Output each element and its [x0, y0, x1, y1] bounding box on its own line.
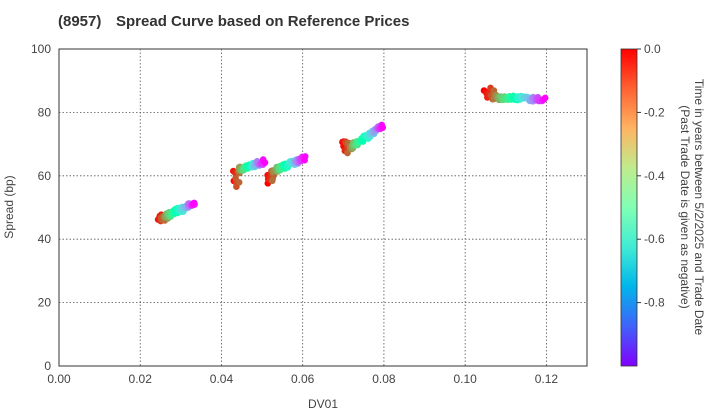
data-point	[541, 94, 549, 102]
y-tick-label: 40	[38, 232, 52, 246]
y-tick-label: 20	[38, 296, 52, 310]
y-tick-label: 100	[31, 42, 51, 56]
plot-area: 0.00 0.02 0.04 0.06 0.08 0.10 0.12 0 20 40 60 80 10…	[31, 42, 588, 386]
colorbar-tick-label: -0.4	[644, 169, 665, 183]
colorbar-tick-label: -0.8	[644, 296, 665, 310]
colorbar-tick-label: -0.6	[644, 232, 665, 246]
x-axis-ticks: 0.00 0.02 0.04 0.06 0.08 0.10 0.12	[47, 372, 558, 386]
data-point	[269, 177, 276, 185]
data-point	[379, 124, 387, 131]
data-point	[301, 156, 308, 164]
x-tick-label: 0.10	[453, 372, 477, 386]
y-tick-label: 60	[38, 169, 52, 183]
y-tick-label: 0	[44, 359, 51, 373]
x-tick-label: 0.04	[210, 372, 234, 386]
y-tick-label: 80	[38, 105, 52, 119]
x-tick-label: 0.00	[47, 372, 71, 386]
colorbar-ticks: 0.0 -0.2 -0.4 -0.6 -0.8	[637, 42, 665, 310]
colorbar-label-line1: Time in years between 5/2/2025 and Trade…	[692, 79, 706, 336]
data-point	[261, 159, 269, 166]
grid-lines	[59, 49, 587, 366]
x-axis-label: DV01	[308, 397, 338, 411]
x-tick-label: 0.08	[372, 372, 396, 386]
colorbar-tick-label: -0.2	[644, 105, 665, 119]
colorbar-label-line2: (Past Trade Date is given as negative)	[678, 105, 692, 308]
data-points	[154, 84, 549, 225]
data-point	[235, 179, 243, 186]
data-point	[190, 199, 198, 207]
chart-title: Spread Curve based on Reference Prices	[116, 13, 409, 30]
chart-code: (8957)	[58, 13, 101, 30]
colorbar-tick-label: 0.0	[644, 42, 661, 56]
y-axis-label: Spread (bp)	[2, 175, 16, 238]
x-tick-label: 0.02	[129, 372, 153, 386]
y-axis-ticks: 0 20 40 60 80 100	[31, 42, 51, 373]
colorbar-gradient	[620, 48, 638, 367]
x-tick-label: 0.12	[535, 372, 559, 386]
x-tick-label: 0.06	[291, 372, 315, 386]
colorbar: 0.0 -0.2 -0.4 -0.6 -0.8	[620, 42, 665, 367]
data-point	[232, 174, 239, 182]
